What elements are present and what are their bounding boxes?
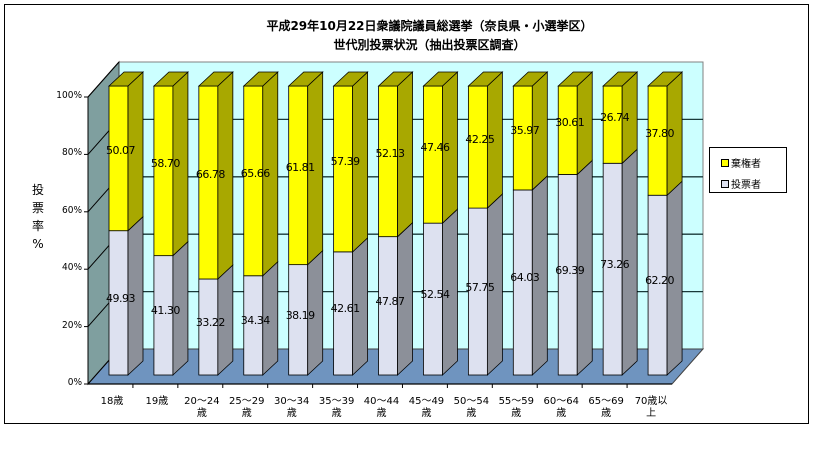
value-label-voters: 57.75 xyxy=(465,280,495,294)
bar-top xyxy=(557,71,594,87)
x-category-label: 35～39 歳 xyxy=(318,396,355,419)
x-category-label: 60～64 歳 xyxy=(543,396,579,419)
x-category-label: 55～59 歳 xyxy=(498,396,535,419)
value-label-abstainers: 57.39 xyxy=(330,154,361,168)
bar-top xyxy=(197,71,234,87)
value-label-voters: 33.22 xyxy=(195,315,226,329)
x-category-label: 70歳以上 xyxy=(634,396,668,419)
value-label-abstainers: 37.80 xyxy=(645,126,675,140)
chart-subtitle: 世代別投票状況（抽出投票区調査） xyxy=(333,38,526,52)
value-label-abstainers: 50.07 xyxy=(106,144,136,158)
y-axis-title: 投 票 率 % xyxy=(31,183,44,251)
value-label-voters: 52.54 xyxy=(420,288,450,302)
value-label-voters: 49.93 xyxy=(106,291,136,305)
y-tick-label: 40% xyxy=(62,262,82,274)
y-tick-label: 80% xyxy=(62,147,82,159)
x-category-label: 40～44 歳 xyxy=(363,396,400,419)
value-label-abstainers: 61.81 xyxy=(285,161,316,175)
bar-top xyxy=(467,71,504,87)
y-tick-label: 60% xyxy=(62,204,82,216)
legend-swatch-lavender xyxy=(721,179,729,188)
bar-top xyxy=(422,71,459,87)
x-category-label: 25～29 歳 xyxy=(229,396,265,419)
bar-top xyxy=(152,71,189,87)
value-label-voters: 62.20 xyxy=(645,274,675,288)
x-category-label: 65～69 歳 xyxy=(588,396,624,419)
x-category-label: 18歳 xyxy=(100,396,124,407)
value-label-voters: 38.19 xyxy=(285,308,316,322)
y-tick-label: 0% xyxy=(67,377,82,388)
value-label-abstainers: 65.66 xyxy=(240,166,271,180)
value-label-voters: 41.30 xyxy=(150,304,181,318)
value-label-abstainers: 35.97 xyxy=(510,123,540,137)
y-tick-label: 20% xyxy=(62,319,82,331)
bar-top xyxy=(332,71,369,87)
bar-abstainers xyxy=(512,85,533,191)
bar-abstainers xyxy=(153,85,174,257)
x-category-label: 45～49 歳 xyxy=(408,396,445,419)
bar-top xyxy=(377,71,414,87)
y-tick-label: 100% xyxy=(56,90,82,101)
value-label-abstainers: 42.25 xyxy=(465,133,495,147)
value-label-abstainers: 66.78 xyxy=(195,168,226,182)
bar-top xyxy=(647,71,684,87)
bar-abstainers xyxy=(198,85,219,280)
x-category-label: 50～54 歳 xyxy=(453,396,490,419)
bar-abstainers xyxy=(108,85,129,232)
x-category-label: 30～34 歳 xyxy=(273,396,310,419)
bar-abstainers xyxy=(333,85,354,253)
value-label-abstainers: 30.61 xyxy=(555,116,585,130)
value-label-voters: 64.03 xyxy=(510,271,540,285)
bar-top xyxy=(107,71,145,87)
legend-swatch-yellow xyxy=(721,158,729,167)
x-category-label: 19歳 xyxy=(145,396,169,407)
bar-abstainers xyxy=(288,85,309,266)
legend-item-abstainers: 棄権者 xyxy=(721,155,761,170)
bar-abstainers xyxy=(378,85,398,238)
bar-top xyxy=(512,71,549,87)
value-label-abstainers: 26.74 xyxy=(600,110,630,124)
bar-abstainers xyxy=(557,85,578,175)
bar-top xyxy=(242,71,279,87)
value-label-voters: 69.39 xyxy=(555,263,585,277)
bar-top xyxy=(602,71,639,87)
value-label-voters: 34.34 xyxy=(240,314,271,328)
legend: 棄権者 投票者 xyxy=(709,147,787,193)
bar-abstainers xyxy=(423,85,443,224)
value-label-voters: 42.61 xyxy=(330,302,361,316)
x-category-label: 20～24 歳 xyxy=(184,396,220,419)
value-label-abstainers: 47.46 xyxy=(420,140,450,154)
bar-abstainers xyxy=(467,85,488,209)
bar-abstainers xyxy=(602,85,623,164)
chart-title: 平成29年10月22日衆議院議員総選挙（奈良県・小選挙区） xyxy=(266,19,593,33)
value-label-abstainers: 58.70 xyxy=(150,156,181,170)
legend-item-voters: 投票者 xyxy=(721,176,761,191)
bar-top xyxy=(287,71,324,87)
gridline-side xyxy=(87,61,120,98)
bar-abstainers xyxy=(243,85,264,277)
value-label-abstainers: 52.13 xyxy=(375,147,406,161)
bar-abstainers xyxy=(647,85,668,196)
value-label-voters: 73.26 xyxy=(600,258,630,272)
value-label-voters: 47.87 xyxy=(375,294,406,308)
